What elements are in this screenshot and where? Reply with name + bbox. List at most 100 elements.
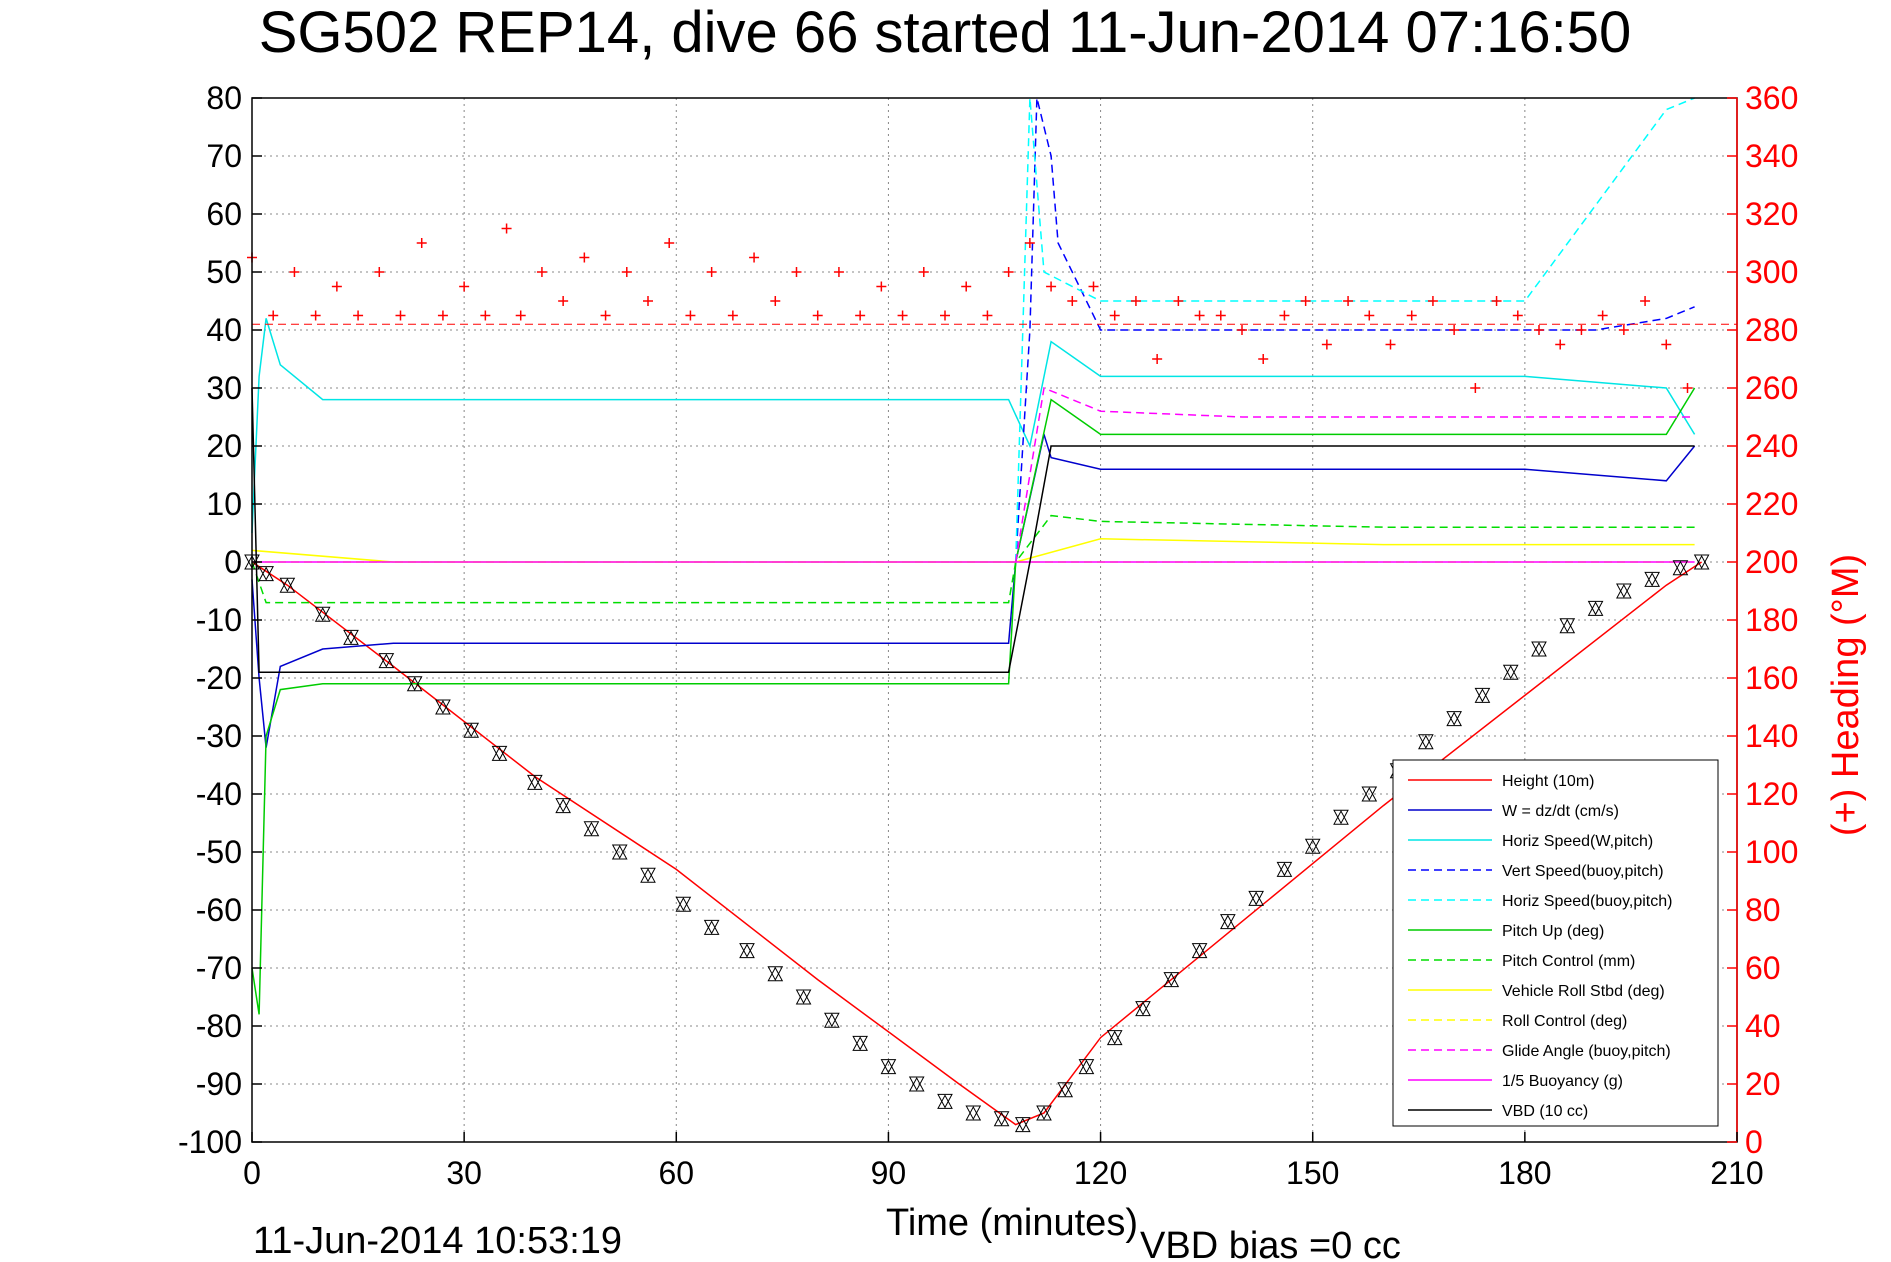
heading-point xyxy=(1618,325,1629,335)
height-marker-up xyxy=(1693,554,1710,570)
heading-point xyxy=(289,267,300,277)
heading-point xyxy=(1130,296,1141,306)
heading-point xyxy=(310,310,321,321)
heading-point xyxy=(1258,354,1269,364)
height-marker-up xyxy=(406,676,423,692)
heading-point xyxy=(480,310,491,321)
heading-point xyxy=(395,310,406,321)
series-line-0 xyxy=(251,561,1703,1126)
series-lines xyxy=(251,97,1703,1126)
height-marker-up xyxy=(1644,572,1660,587)
height-marker-up xyxy=(583,821,600,837)
heading-point xyxy=(685,310,696,321)
y-tick-label: 80 xyxy=(206,80,242,116)
heading-point xyxy=(982,310,993,321)
heading-point xyxy=(536,267,547,277)
heading-point xyxy=(579,252,590,263)
heading-point xyxy=(1406,310,1417,321)
legend-label: VBD (10 cc) xyxy=(1502,1103,1588,1120)
height-marker-up xyxy=(1531,641,1547,657)
y-tick-label: -80 xyxy=(196,1008,242,1044)
height-marker-up xyxy=(1616,583,1632,599)
y-right-axis-label: (+) Heading (°M) xyxy=(1825,554,1867,836)
footer-timestamp: 11-Jun-2014 10:53:19 xyxy=(253,1220,622,1262)
heading-point xyxy=(353,310,364,321)
legend: Height (10m) W = dz/dt (cm/s) Horiz Speed(… xyxy=(1392,759,1719,1127)
y-right-tick-label: 120 xyxy=(1745,776,1798,812)
height-marker-up xyxy=(993,1111,1010,1127)
heading-point xyxy=(1640,296,1651,306)
heading-point xyxy=(1597,310,1608,321)
heading-point xyxy=(1279,310,1290,321)
heading-point xyxy=(1534,325,1544,335)
y-tick-label: 30 xyxy=(206,370,242,406)
heading-point xyxy=(1682,383,1693,393)
height-marker-up xyxy=(739,943,755,959)
height-marker-up xyxy=(767,966,784,982)
x-tick-label: 90 xyxy=(871,1155,907,1191)
height-marker-up xyxy=(1304,839,1321,854)
y-right-tick-label: 200 xyxy=(1745,544,1798,580)
footer-vbd-bias: VBD bias =0 cc xyxy=(1140,1225,1401,1262)
y-tick-label: -90 xyxy=(196,1066,242,1102)
heading-point xyxy=(1109,310,1120,321)
y-right-tick-label: 40 xyxy=(1745,1008,1781,1044)
y-right-tick-label: 300 xyxy=(1745,254,1798,290)
heading-point xyxy=(1215,310,1226,321)
height-marker-up xyxy=(1191,943,1208,959)
height-marker-up xyxy=(1333,810,1349,825)
height-marker-up xyxy=(908,1076,925,1092)
heading-point xyxy=(1491,296,1502,306)
heading-point xyxy=(1152,354,1163,364)
y-tick-label: 10 xyxy=(206,486,242,522)
heading-point xyxy=(1088,281,1099,292)
chart-title: SG502 REP14, dive 66 started 11-Jun-2014… xyxy=(259,0,1632,65)
y-tick-label: 20 xyxy=(206,428,242,464)
x-tick-label: 150 xyxy=(1286,1155,1339,1191)
legend-label: Height (10m) xyxy=(1502,773,1594,790)
height-marker-up xyxy=(1036,1105,1052,1121)
heading-point xyxy=(600,310,611,321)
height-marker-up xyxy=(852,1036,868,1051)
heading-point xyxy=(1173,296,1184,306)
y-right-tick-label: 260 xyxy=(1745,370,1798,406)
heading-point xyxy=(1300,296,1311,306)
y-right-tick-label: 80 xyxy=(1745,892,1781,928)
heading-point xyxy=(1512,310,1523,321)
heading-point xyxy=(833,267,844,277)
series-line-1 xyxy=(251,431,1696,748)
heading-point xyxy=(1385,339,1396,350)
y-tick-label: 70 xyxy=(206,138,242,174)
height-marker-up xyxy=(258,566,274,582)
y-tick-label: 60 xyxy=(206,196,242,232)
series-line-11 xyxy=(251,387,1695,673)
x-ticks: 0 30 60 90 120 150 180 210 xyxy=(243,1132,1764,1191)
height-marker-up xyxy=(880,1059,897,1075)
legend-label: W = dz/dt (cm/s) xyxy=(1502,803,1619,820)
height-marker-up xyxy=(491,746,508,761)
heading-point xyxy=(1237,325,1247,335)
heading-point xyxy=(1427,296,1438,306)
height-marker-up xyxy=(378,653,395,669)
legend-label: Roll Control (deg) xyxy=(1502,1013,1627,1030)
y-right-tick-label: 20 xyxy=(1745,1066,1781,1102)
height-marker-up xyxy=(640,868,656,883)
height-marker-up xyxy=(1135,1001,1151,1017)
height-marker-up xyxy=(1057,1082,1074,1098)
heading-point xyxy=(331,281,342,292)
y-right-tick-label: 320 xyxy=(1745,196,1798,232)
legend-label: Horiz Speed(buoy,pitch) xyxy=(1502,893,1672,910)
heading-point xyxy=(727,310,738,321)
y-tick-label: -20 xyxy=(196,660,242,696)
heading-point xyxy=(1470,383,1481,393)
height-marker-up xyxy=(555,798,571,814)
heading-point xyxy=(876,281,887,292)
height-marker-up xyxy=(937,1094,953,1109)
series-line-7 xyxy=(251,538,1695,563)
height-marker-up xyxy=(1248,891,1264,906)
heading-point xyxy=(643,296,653,306)
heading-point xyxy=(918,267,929,277)
height-marker-up xyxy=(611,844,628,860)
heading-point xyxy=(706,267,717,277)
